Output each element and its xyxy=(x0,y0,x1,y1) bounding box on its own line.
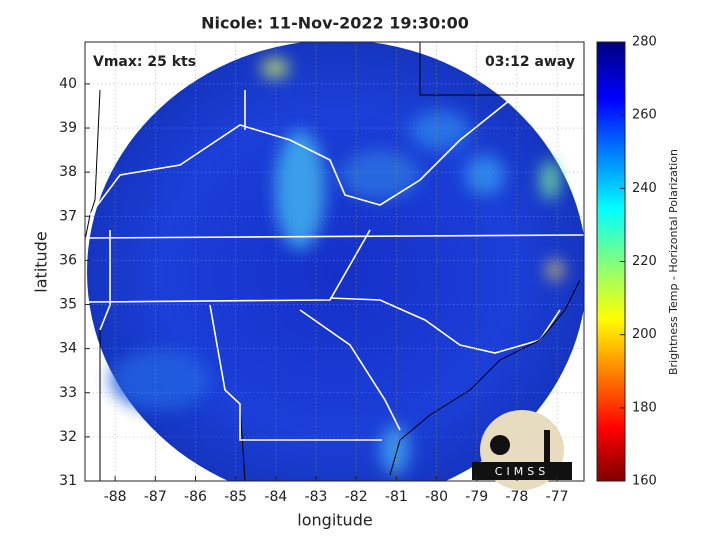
y-tick-label: 37 xyxy=(59,208,77,224)
x-tick-label: -80 xyxy=(425,489,448,505)
x-tick-label: -85 xyxy=(224,489,247,505)
colorbar-tick-label: 240 xyxy=(632,181,657,196)
x-tick-label: -84 xyxy=(264,489,287,505)
chart-title: Nicole: 11-Nov-2022 19:30:00 xyxy=(201,14,469,33)
y-tick-label: 40 xyxy=(59,76,77,92)
y-tick-label: 35 xyxy=(59,297,77,313)
x-tick-label: -87 xyxy=(144,489,167,505)
colorbar-tick-label: 160 xyxy=(632,474,657,489)
x-tick-label: -86 xyxy=(184,489,207,505)
colorbar-tick-label: 220 xyxy=(632,254,657,269)
x-tick-label: -79 xyxy=(465,489,488,505)
colorbar-label: Brightness Temp - Horizontal Polarizatio… xyxy=(667,149,680,375)
y-tick-label: 38 xyxy=(59,164,77,180)
y-tick-label: 32 xyxy=(59,429,77,445)
colorbar-tick-label: 260 xyxy=(632,108,657,123)
y-tick-label: 36 xyxy=(59,252,77,268)
x-tick-label: -82 xyxy=(345,489,368,505)
map-image xyxy=(85,42,584,481)
logo: CIMSS xyxy=(472,410,572,490)
colorbar-tick-label: 180 xyxy=(632,400,657,415)
logo-text: CIMSS xyxy=(495,465,549,478)
y-tick-label: 39 xyxy=(59,120,77,136)
y-tick-label: 33 xyxy=(59,385,77,401)
y-tick-label: 31 xyxy=(59,473,77,489)
x-tick-label: -77 xyxy=(546,489,569,505)
x-axis-label: longitude xyxy=(297,511,372,530)
x-tick-label: -88 xyxy=(104,489,127,505)
plot-frame xyxy=(84,41,585,482)
colorbar-tick-label: 280 xyxy=(632,35,657,50)
annotation: Vmax: 25 kts xyxy=(93,54,196,70)
colorbar-tick-label: 200 xyxy=(632,327,657,342)
y-tick-label: 34 xyxy=(59,341,77,357)
x-tick-label: -83 xyxy=(305,489,328,505)
x-tick-label: -78 xyxy=(505,489,528,505)
annotation: 03:12 away xyxy=(485,54,575,70)
y-axis-label: latitude xyxy=(32,231,51,292)
x-tick-label: -81 xyxy=(385,489,408,505)
